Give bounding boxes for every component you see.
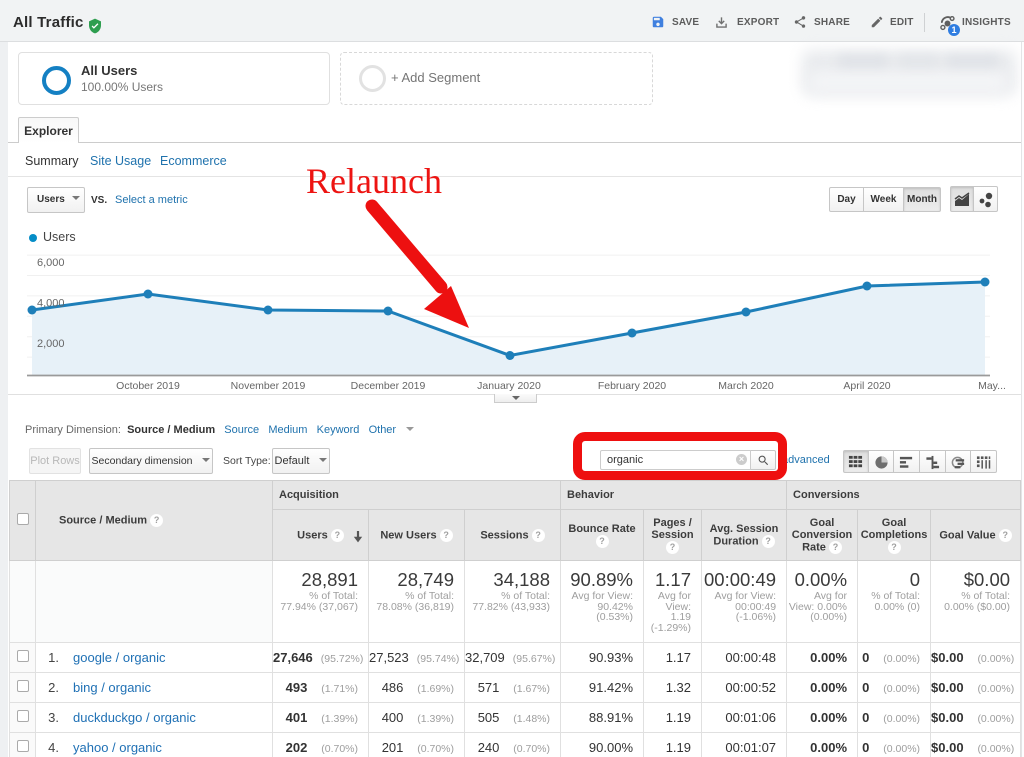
svg-text:4,000: 4,000 (37, 298, 65, 310)
svg-text:January 2020: January 2020 (477, 380, 541, 392)
svg-text:March 2020: March 2020 (718, 380, 774, 392)
svg-text:November 2019: November 2019 (231, 380, 306, 392)
svg-text:April 2020: April 2020 (843, 380, 890, 392)
svg-text:December 2019: December 2019 (351, 380, 426, 392)
svg-text:February 2020: February 2020 (598, 380, 666, 392)
svg-text:6,000: 6,000 (37, 257, 65, 269)
svg-text:May...: May... (978, 380, 1006, 392)
svg-text:October 2019: October 2019 (116, 380, 180, 392)
svg-text:2,000: 2,000 (37, 338, 65, 350)
